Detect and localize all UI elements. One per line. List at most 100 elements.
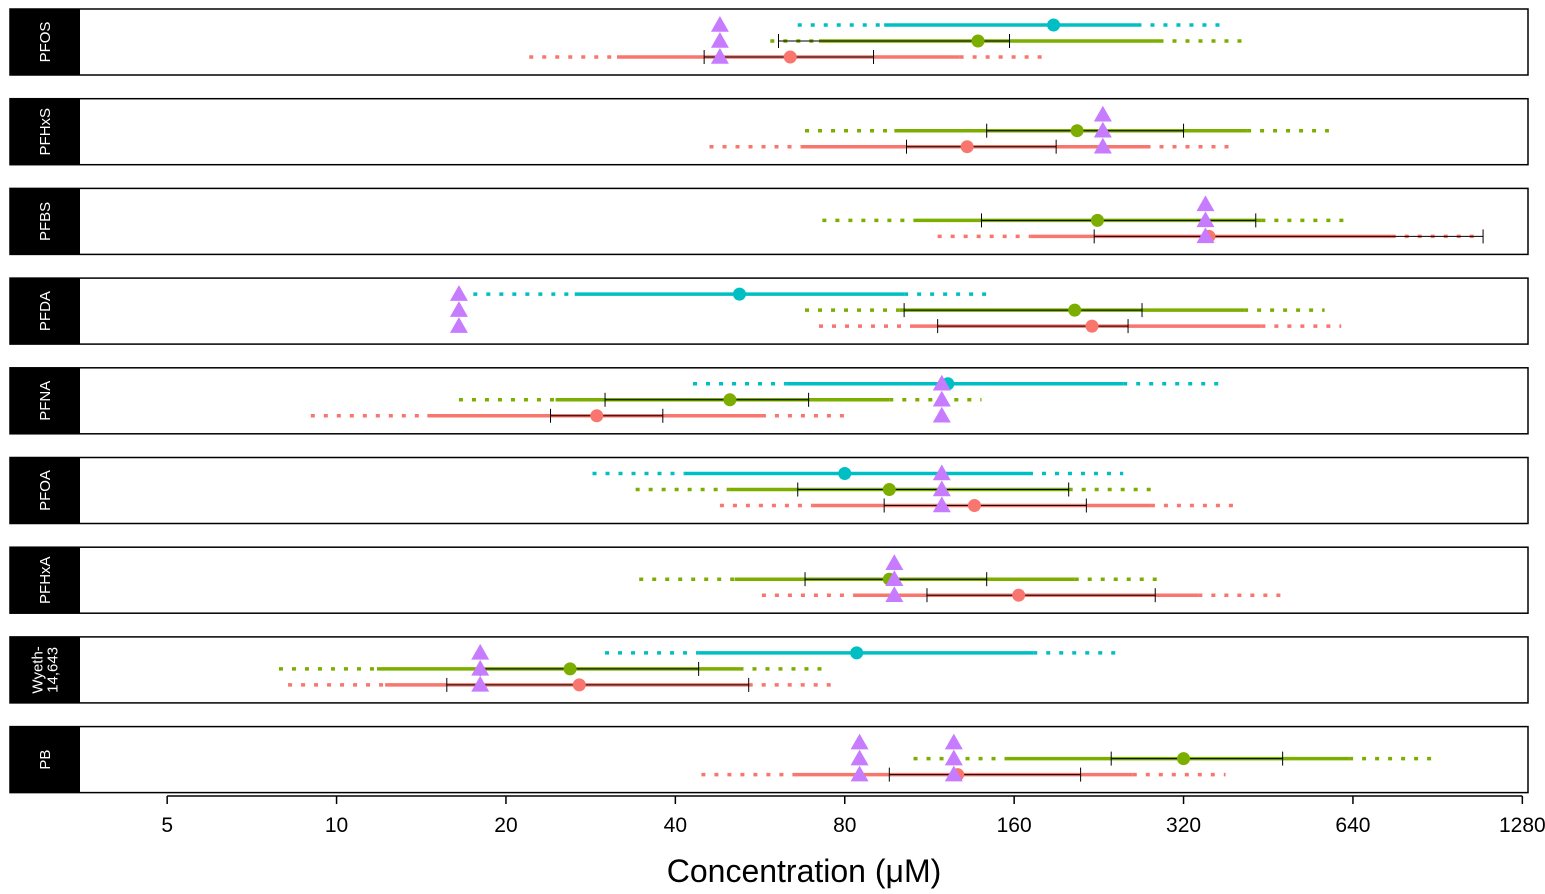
interval-red xyxy=(819,319,1342,334)
panel: PFHxS xyxy=(9,97,1529,166)
panel-label-line: Wyeth- xyxy=(30,646,47,693)
panel-border xyxy=(9,546,1529,614)
panel-strip xyxy=(10,547,80,614)
x-tick-label: 10 xyxy=(325,814,348,837)
interval-cyan xyxy=(605,646,1124,660)
interval-green xyxy=(805,123,1329,138)
x-tick-label: 1280 xyxy=(1499,814,1545,837)
interval-green xyxy=(458,392,982,407)
point-estimate xyxy=(783,50,797,64)
triangle-marker xyxy=(471,643,490,660)
triangle-marker xyxy=(471,675,490,692)
triangle-marker xyxy=(471,659,490,676)
panel-label-line: PFOA xyxy=(37,470,54,511)
panel-label: PFOA xyxy=(37,470,54,511)
panel-label: PFHxA xyxy=(37,556,54,604)
panel-label: PFHxS xyxy=(37,108,54,156)
point-estimate xyxy=(1177,752,1191,766)
triangle-marker xyxy=(932,496,951,513)
panel: PFBS xyxy=(9,187,1529,256)
interval-green xyxy=(805,303,1325,318)
panel-label-line: PFDA xyxy=(37,291,54,331)
interval-red xyxy=(288,677,839,692)
interval-red xyxy=(719,498,1239,513)
panel-strip xyxy=(10,726,80,793)
panel-label: PFDA xyxy=(37,291,54,331)
panel-strip xyxy=(10,98,80,165)
panel-label: PB xyxy=(37,750,54,770)
point-estimate xyxy=(723,393,737,407)
point-estimate xyxy=(960,140,974,154)
panel-border xyxy=(9,8,1529,76)
point-estimate xyxy=(1047,18,1061,32)
panel-strip xyxy=(10,367,80,434)
panel-label: PFBS xyxy=(37,202,54,241)
panel-border xyxy=(9,187,1529,256)
panel-border xyxy=(9,636,1529,704)
triangle-marker xyxy=(885,586,904,602)
interval-red xyxy=(529,50,1046,64)
x-tick-label: 80 xyxy=(833,814,856,837)
panel-strip xyxy=(10,636,80,703)
panel: PFNA xyxy=(9,367,1529,435)
point-estimate xyxy=(572,678,586,692)
point-estimate xyxy=(967,499,981,512)
panel-label-line: PFHxS xyxy=(37,108,54,156)
interval-green xyxy=(278,661,829,676)
x-tick-label: 20 xyxy=(494,814,517,837)
triangle-marker xyxy=(932,464,951,481)
triangle-marker xyxy=(944,765,963,782)
panel-border xyxy=(9,367,1529,435)
triangle-marker xyxy=(449,285,468,301)
triangle-marker xyxy=(1093,105,1112,122)
x-tick-label: 320 xyxy=(1166,814,1201,837)
interval-cyan xyxy=(473,287,996,301)
point-estimate xyxy=(1068,303,1082,317)
point-estimate xyxy=(1090,213,1104,227)
triangle-marker xyxy=(1196,211,1215,228)
triangle-marker xyxy=(710,32,729,48)
panel-label-line: PFOS xyxy=(37,22,54,63)
point-estimate xyxy=(971,34,985,48)
panel-border xyxy=(9,277,1529,345)
interval-cyan xyxy=(693,377,1220,391)
triangle-marker xyxy=(944,749,963,766)
point-estimate xyxy=(882,483,896,496)
point-estimate xyxy=(563,662,577,676)
panel-border xyxy=(9,456,1529,525)
x-tick-label: 160 xyxy=(997,814,1032,837)
triangle-marker xyxy=(850,765,869,782)
triangle-marker xyxy=(850,749,869,766)
interval-red xyxy=(701,767,1226,782)
panel: PFHxA xyxy=(9,546,1529,614)
x-axis-title: Concentration (μM) xyxy=(667,853,942,889)
interval-green xyxy=(822,213,1346,228)
triangle-marker xyxy=(885,570,904,586)
panel: PB xyxy=(9,725,1529,794)
panel: Wyeth-14,643 xyxy=(9,636,1529,704)
point-estimate xyxy=(1085,319,1099,333)
interval-green xyxy=(913,751,1437,766)
triangle-marker xyxy=(885,554,904,570)
panel: PFOA xyxy=(9,456,1529,525)
panels-layer: PFOS PFHxS PFBS PFDA PFNA PFOA PFHxA Wyeth-14,6… xyxy=(9,8,1529,794)
triangle-marker xyxy=(1093,121,1112,138)
triangle-marker xyxy=(850,733,869,750)
point-estimate xyxy=(732,287,746,301)
panel-strip xyxy=(10,188,80,255)
panel-label: Wyeth-14,643 xyxy=(30,646,62,693)
panel-label-line: 14,643 xyxy=(45,647,62,693)
triangle-marker xyxy=(710,48,729,64)
panel-label-line: PFHxA xyxy=(37,556,54,604)
point-estimate xyxy=(1012,588,1026,602)
point-estimate xyxy=(838,467,852,480)
x-tick-label: 5 xyxy=(161,814,173,837)
interval-cyan xyxy=(592,467,1124,480)
triangle-marker xyxy=(1196,195,1215,212)
interval-green xyxy=(770,34,1245,48)
triangle-marker xyxy=(932,390,951,407)
panel-strip xyxy=(10,278,80,345)
interval-red xyxy=(709,139,1236,154)
triangle-marker xyxy=(710,16,729,32)
